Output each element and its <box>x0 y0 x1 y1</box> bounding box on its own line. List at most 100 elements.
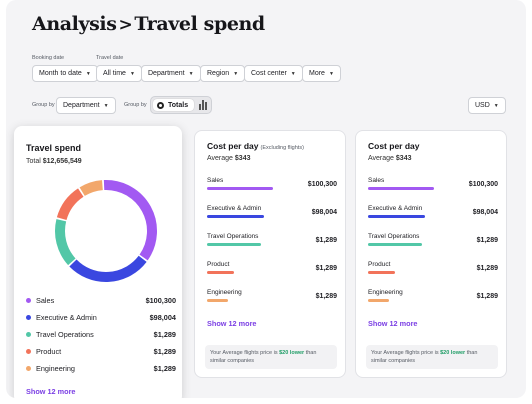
legend-dot <box>26 332 31 337</box>
currency-dropdown[interactable]: USD ▼ <box>468 97 506 114</box>
row-label: Executive & Admin <box>207 205 262 212</box>
group-by-label-2: Group by <box>124 102 147 108</box>
more-filters-label: More <box>309 70 325 77</box>
legend-label: Engineering <box>36 364 75 373</box>
legend-value: $1,289 <box>153 364 176 373</box>
note-text-pre: Your Average flights price is <box>371 350 439 356</box>
cost-center-filter-label: Cost center <box>251 70 287 77</box>
department-row: Executive & Admin $98,004 <box>368 205 498 225</box>
card-title-text: Cost per day <box>368 141 420 151</box>
region-filter-label: Region <box>207 70 230 77</box>
donut-chart-icon <box>157 101 164 109</box>
legend-item: Product $1,289 <box>26 347 176 357</box>
legend-item: Executive & Admin $98,004 <box>26 313 176 323</box>
row-bar <box>368 243 423 246</box>
legend-item: Travel Operations $1,289 <box>26 330 176 340</box>
booking-date-label: Booking date <box>32 55 65 61</box>
currency-value: USD <box>475 102 490 109</box>
cost-per-day-card-2: Cost per day Average $343 Sales $100,300 E… <box>355 130 507 378</box>
breadcrumb-analysis[interactable]: Analysis <box>32 13 117 35</box>
note-text-post: than similar companies <box>210 350 317 364</box>
donut-chart <box>55 180 157 282</box>
row-bar <box>368 215 425 218</box>
travel-date-label: Travel date <box>96 55 124 61</box>
average-value: $343 <box>395 155 412 162</box>
legend-value: $1,289 <box>153 347 176 356</box>
row-bar <box>207 215 264 218</box>
legend-label: Product <box>36 347 62 356</box>
card-title: Cost per day <box>368 141 420 151</box>
department-row: Sales $100,300 <box>207 177 337 197</box>
row-value: $1,289 <box>476 237 498 244</box>
legend-dot <box>26 349 31 354</box>
caret-down-icon: ▼ <box>493 102 499 109</box>
department-row: Engineering $1,289 <box>207 289 337 309</box>
comparison-note: Your Average flights price is $20 lower … <box>366 345 498 369</box>
row-bar <box>207 243 262 246</box>
cost-per-day-card: Cost per day (Excluding flights) Average … <box>194 130 346 378</box>
row-label: Product <box>368 261 391 268</box>
legend-label: Sales <box>36 296 55 305</box>
note-highlight: $20 lower <box>279 350 305 356</box>
group-by-dropdown[interactable]: Department ▼ <box>56 97 116 114</box>
caret-down-icon: ▼ <box>233 70 239 77</box>
show-more-link[interactable]: Show 12 more <box>26 387 76 396</box>
legend-dot <box>26 315 31 320</box>
legend-item: Engineering $1,289 <box>26 364 176 374</box>
row-label: Product <box>207 261 230 268</box>
row-value: $1,289 <box>476 265 498 272</box>
donut-segment-executive[interactable] <box>69 255 147 282</box>
row-label: Engineering <box>207 289 242 296</box>
travel-date-value: All time <box>103 70 126 77</box>
note-highlight: $20 lower <box>440 350 466 356</box>
travel-date-dropdown[interactable]: All time ▼ <box>96 65 142 82</box>
breadcrumb-separator: > <box>118 15 133 35</box>
total-value: $12,656,549 <box>42 158 82 165</box>
donut-segment-travel_ops[interactable] <box>55 219 76 266</box>
row-label: Sales <box>207 177 224 184</box>
row-value: $1,289 <box>315 293 337 300</box>
cost-center-filter[interactable]: Cost center ▼ <box>244 65 303 82</box>
view-toggle: Totals <box>150 96 212 114</box>
department-row: Travel Operations $1,289 <box>368 233 498 253</box>
totals-toggle-option[interactable]: Totals <box>153 99 194 111</box>
booking-date-dropdown[interactable]: Month to date ▼ <box>32 65 98 82</box>
average-line: Average $343 <box>368 155 411 162</box>
row-label: Sales <box>368 177 385 184</box>
card-title: Cost per day (Excluding flights) <box>207 141 304 151</box>
legend-value: $100,300 <box>145 296 176 305</box>
row-label: Travel Operations <box>207 233 259 240</box>
department-filter-label: Department <box>148 70 185 77</box>
row-bar <box>368 271 396 274</box>
legend-value: $98,004 <box>149 313 176 322</box>
note-text-pre: Your Average flights price is <box>210 350 278 356</box>
row-value: $1,289 <box>476 293 498 300</box>
bar-chart-icon[interactable] <box>198 100 209 110</box>
average-line: Average $343 <box>207 155 250 162</box>
average-label: Average <box>207 155 233 162</box>
region-filter[interactable]: Region ▼ <box>200 65 246 82</box>
legend-dot <box>26 298 31 303</box>
totals-label: Totals <box>168 101 189 109</box>
caret-down-icon: ▼ <box>129 70 135 77</box>
donut-segment-sales[interactable] <box>103 180 157 261</box>
legend-item: Sales $100,300 <box>26 296 176 306</box>
department-row: Product $1,289 <box>368 261 498 281</box>
page-title: Analysis > Travel spend <box>32 13 265 35</box>
average-label: Average <box>368 155 394 162</box>
card-title: Travel spend <box>26 143 82 153</box>
caret-down-icon: ▼ <box>290 70 296 77</box>
row-bar <box>207 187 274 190</box>
row-value: $1,289 <box>315 265 337 272</box>
more-filters-button[interactable]: More ▼ <box>302 65 341 82</box>
department-filter[interactable]: Department ▼ <box>141 65 201 82</box>
row-value: $100,300 <box>307 181 337 188</box>
show-more-link[interactable]: Show 12 more <box>368 319 418 328</box>
show-more-link[interactable]: Show 12 more <box>207 319 257 328</box>
legend-label: Travel Operations <box>36 330 94 339</box>
row-label: Engineering <box>368 289 403 296</box>
breadcrumb-current: Travel spend <box>134 13 265 35</box>
donut-segment-engineering[interactable] <box>79 180 104 197</box>
donut-segment-product[interactable] <box>56 188 84 221</box>
card-title-text: Cost per day <box>207 141 259 151</box>
